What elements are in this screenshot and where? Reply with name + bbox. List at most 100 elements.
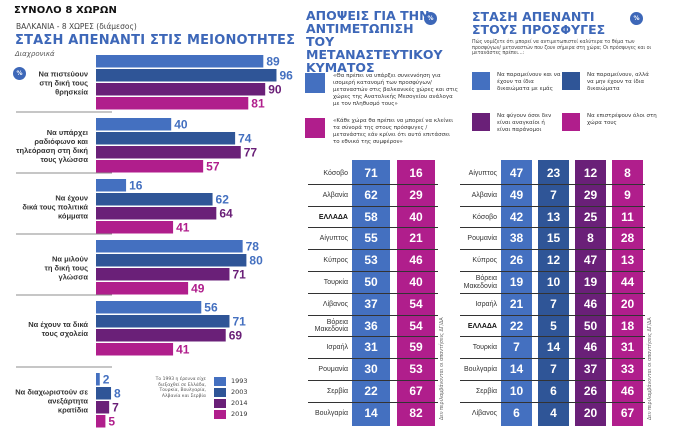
country-label: Ισραήλ: [475, 300, 497, 308]
section1-title: ΣΤΑΣΗ ΑΠΕΝΑΝΤΙ ΣΤΙΣ ΜΕΙΟΝΟΤΗΤΕΣ: [15, 33, 296, 48]
title-line: ΣΤΟΥΣ ΠΡΟΣΦΥΓΕΣ: [472, 22, 606, 37]
legend-stay-unequal: Να παραμείνουν, αλλά να μην έχουν τα ίδι…: [587, 72, 649, 92]
legend-swatch: [214, 409, 226, 419]
country-label: Αίγυπτος: [468, 170, 497, 177]
country-label: Βόρεια Μακεδονία: [463, 275, 497, 290]
country-label: ΕΛΛΑΔΑ: [318, 213, 348, 221]
bar-1993: [96, 179, 127, 192]
bar-1993: [96, 373, 100, 386]
table-cell-value: 8: [587, 231, 594, 246]
table-cell-value: 53: [409, 362, 423, 377]
table-cell-value: 22: [364, 384, 378, 398]
bar-2019: [96, 415, 106, 428]
bar-2014: [96, 329, 226, 342]
legend-label: 2019: [231, 410, 248, 418]
table-cell-value: 29: [583, 187, 598, 202]
title-line: ΤΟΥ ΜΕΤΑΝΑΣΤΕΥΤΙΚΟΥ: [306, 34, 443, 62]
table-cell-value: 37: [364, 296, 378, 311]
legend-swatch-return-all: [562, 113, 580, 131]
column-bar: [352, 160, 390, 426]
bar-value-label: 80: [249, 254, 263, 268]
table-cell-value: 7: [550, 362, 557, 377]
table-cell-value: 25: [583, 209, 598, 224]
table-cell-value: 11: [621, 209, 634, 224]
category-label: Να έχουν τα δικά τους σχολεία: [28, 320, 88, 338]
title-line: ΑΝΤΙΜΕΤΩΠΙΣΗ: [306, 21, 414, 36]
country-label: Σερβία: [326, 388, 348, 395]
category-label: Να υπάρχει ραδιόφωνο και τηλεόραση στη δικ…: [16, 128, 88, 164]
table-cell-value: 22: [509, 318, 524, 333]
column-bar: [501, 160, 532, 426]
column-bar: [397, 160, 435, 426]
legend-label: 2003: [231, 388, 248, 396]
legend-swatch-stay-equal: [472, 72, 490, 90]
table-cell-value: 59: [409, 340, 423, 355]
country-label: Κύπρος: [323, 257, 348, 265]
country-label: Τουρκία: [323, 279, 348, 286]
category-label: Να πιστεύουν στη δική τους θρησκεία: [39, 70, 89, 97]
country-label: Βουλγαρία: [463, 366, 497, 374]
table-cell-value: 50: [583, 318, 598, 333]
table-cell-value: 26: [509, 253, 524, 268]
legend-note: Το 1993 η έρευνα είχε διεξαχθεί σε Ελλάδ…: [155, 377, 206, 399]
legend-item-2014: 2014: [214, 398, 274, 408]
legend-swatch-stay-unequal: [562, 72, 580, 90]
table-cell-value: 53: [364, 253, 378, 268]
row-divider: [460, 205, 645, 207]
legend-item-2003: 2003: [214, 387, 274, 397]
bar-2003: [96, 132, 236, 145]
country-label: Ρουμανία: [467, 235, 497, 243]
bar-2003: [96, 387, 112, 400]
bar-value-label: 57: [206, 160, 220, 174]
bar-value-label: 64: [219, 207, 233, 221]
table-cell-value: 47: [583, 253, 598, 268]
country-label: Τουρκία: [472, 344, 497, 352]
bar-value-label: 77: [244, 146, 258, 160]
table-cell-value: 50: [364, 275, 378, 289]
table-cell-value: 40: [409, 209, 423, 224]
bar-value-label: 7: [112, 401, 119, 415]
country-label: Ρουμανία: [318, 366, 348, 374]
quote-close-borders: «Κάθε χώρα θα πρέπει να μπορεί να κλείνε…: [333, 118, 454, 145]
bar-value-label: 96: [279, 69, 293, 83]
table-cell-value: 4: [550, 405, 557, 420]
chart-legend: Το 1993 η έρευνα είχε διεξαχθεί σε Ελλάδ…: [148, 374, 278, 424]
table-cell-value: 54: [409, 318, 423, 333]
table-cell-value: 46: [583, 340, 598, 355]
section2-footnote: Δεν περιλαμβάνονται οι απαντήσεις ΔΓ/ΔΑ: [440, 317, 445, 420]
table-cell-value: 12: [583, 166, 598, 180]
table-cell-value: 30: [364, 362, 378, 377]
column-bar: [612, 160, 643, 426]
table-cell-value: 71: [364, 166, 378, 180]
minorities-bar-chart: Να πιστεύουν στη δική τους θρησκεία8996908…: [15, 55, 293, 429]
bar-1993: [96, 118, 172, 131]
bar-2019: [96, 97, 249, 110]
row-divider: [308, 271, 438, 272]
table-cell-value: 20: [583, 405, 598, 420]
table-cell-value: 31: [364, 340, 378, 355]
country-label: Κύπρος: [472, 257, 497, 265]
title-line: ΑΠΟΨΕΙΣ ΓΙΑ ΤΗΝ: [306, 8, 430, 23]
table-cell-value: 44: [620, 275, 635, 289]
table-cell-value: 46: [409, 253, 423, 268]
country-label: Σερβία: [475, 388, 497, 395]
table-cell-value: 47: [509, 166, 524, 180]
country-label: Βουλγαρία: [314, 409, 348, 417]
bar-value-label: 81: [251, 97, 265, 111]
country-label: Αλβανία: [471, 191, 497, 199]
bar-value-label: 49: [191, 282, 205, 296]
row-divider: [308, 401, 438, 403]
row-divider: [460, 314, 645, 316]
bar-2014: [96, 268, 230, 281]
bar-2014: [96, 401, 110, 414]
title-line: ΚΥΜΑΤΟΣ: [306, 60, 375, 75]
bar-2019: [96, 282, 189, 295]
main-title: ΣΥΝΟΛΟ 8 ΧΩΡΩΝ: [14, 5, 117, 16]
table-cell-value: 55: [364, 231, 378, 246]
bar-value-label: 62: [216, 193, 230, 207]
row-divider: [308, 227, 438, 229]
table-cell-value: 7: [550, 296, 557, 311]
table-cell-value: 15: [546, 231, 561, 246]
table-cell-value: 23: [546, 166, 561, 180]
row-divider: [460, 183, 645, 185]
